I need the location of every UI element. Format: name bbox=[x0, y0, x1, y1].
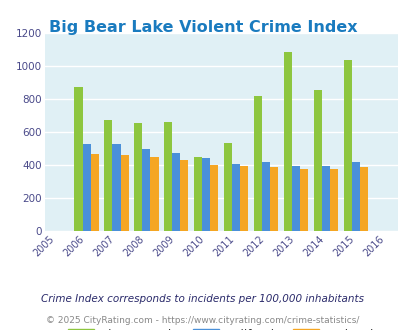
Bar bbox=[329, 169, 337, 231]
Bar bbox=[254, 96, 262, 231]
Text: Big Bear Lake Violent Crime Index: Big Bear Lake Violent Crime Index bbox=[49, 20, 356, 35]
Bar bbox=[283, 52, 291, 231]
Bar bbox=[313, 90, 321, 231]
Bar bbox=[351, 162, 359, 231]
Bar bbox=[104, 120, 112, 231]
Bar bbox=[194, 157, 202, 231]
Legend: Big Bear Lake, California, National: Big Bear Lake, California, National bbox=[63, 324, 378, 330]
Text: Crime Index corresponds to incidents per 100,000 inhabitants: Crime Index corresponds to incidents per… bbox=[41, 294, 364, 304]
Bar bbox=[262, 162, 270, 231]
Bar bbox=[74, 87, 82, 231]
Bar bbox=[90, 154, 98, 231]
Bar bbox=[164, 122, 172, 231]
Bar bbox=[134, 123, 142, 231]
Bar bbox=[343, 60, 351, 231]
Bar bbox=[180, 160, 188, 231]
Bar bbox=[224, 143, 232, 231]
Bar bbox=[232, 164, 240, 231]
Bar bbox=[240, 166, 248, 231]
Bar bbox=[172, 153, 180, 231]
Bar bbox=[270, 167, 277, 231]
Bar bbox=[150, 157, 158, 231]
Bar bbox=[291, 166, 299, 231]
Bar bbox=[82, 144, 90, 231]
Bar bbox=[321, 166, 329, 231]
Bar bbox=[210, 165, 218, 231]
Bar bbox=[142, 148, 150, 231]
Bar bbox=[359, 167, 367, 231]
Bar bbox=[120, 155, 128, 231]
Bar bbox=[112, 145, 120, 231]
Bar bbox=[299, 169, 307, 231]
Text: © 2025 CityRating.com - https://www.cityrating.com/crime-statistics/: © 2025 CityRating.com - https://www.city… bbox=[46, 316, 359, 325]
Bar bbox=[202, 158, 210, 231]
